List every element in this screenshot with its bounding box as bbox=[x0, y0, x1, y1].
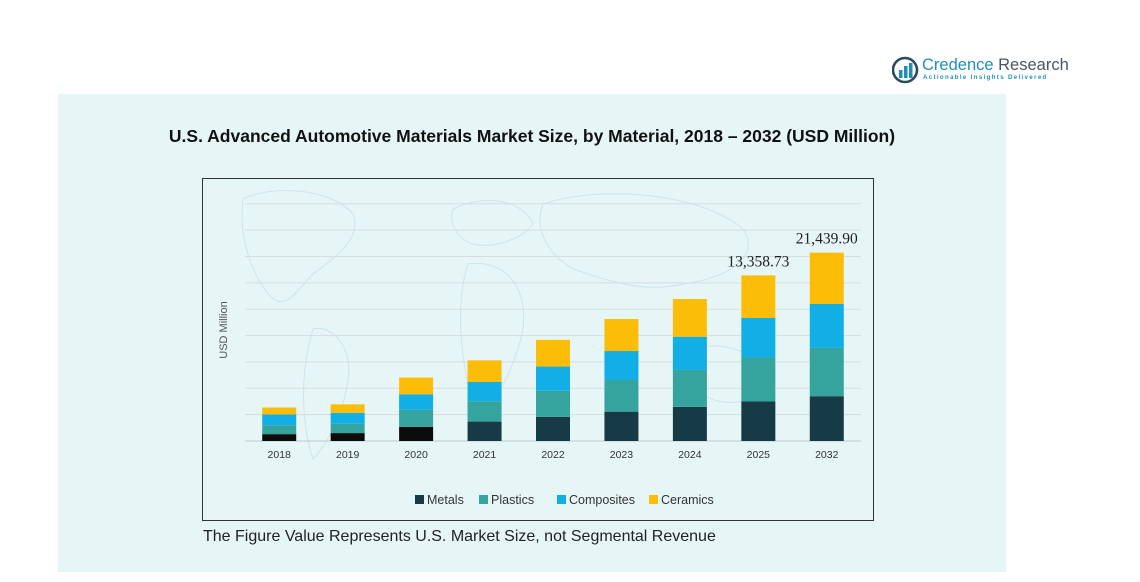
bar-composites-2024 bbox=[672, 336, 707, 370]
legend-swatch-metals bbox=[415, 495, 424, 504]
bar-ceramics-2018 bbox=[262, 407, 297, 415]
bar-plastics-2020 bbox=[399, 409, 434, 427]
bar-metals-2025 bbox=[741, 401, 776, 441]
x-tick-label: 2021 bbox=[473, 449, 497, 461]
legend-swatch-ceramics bbox=[649, 495, 658, 504]
x-tick-label: 2032 bbox=[815, 449, 839, 461]
bar-composites-2032 bbox=[809, 303, 844, 348]
bar-ceramics-2024 bbox=[672, 299, 707, 337]
bar-ceramics-2025 bbox=[741, 275, 776, 318]
brand-name-part1: Credence bbox=[922, 56, 994, 74]
bar-plastics-2021 bbox=[467, 401, 502, 422]
x-tick-label: 2018 bbox=[268, 449, 292, 461]
bar-plastics-2022 bbox=[536, 390, 570, 417]
credence-research-logo: Credence Research Actionable Insights De… bbox=[892, 56, 1082, 86]
bar-plastics-2032 bbox=[809, 347, 844, 397]
data-label-total-2025: 13,358.73 bbox=[727, 253, 789, 270]
brand-name: Credence Research bbox=[922, 56, 1069, 75]
chart-frame: USD Million 2018 2019 2020 2021 2022 2023 2024 2… bbox=[202, 178, 874, 521]
legend-entry-ceramics: Ceramics bbox=[661, 493, 714, 507]
footnote: The Figure Value Represents U.S. Market … bbox=[203, 528, 716, 545]
legend-swatch-composites bbox=[557, 495, 566, 504]
bar-plastics-2024 bbox=[672, 369, 707, 407]
bar-plastics-2019 bbox=[330, 423, 365, 434]
brand-tagline: Actionable Insights Delivered bbox=[923, 75, 1048, 81]
x-tick-label: 2020 bbox=[404, 449, 428, 461]
bar-plastics-2025 bbox=[741, 357, 776, 402]
bar-ceramics-2023 bbox=[604, 319, 639, 352]
map-continent-outline bbox=[241, 190, 356, 302]
map-continent-outline bbox=[451, 200, 534, 246]
bar-metals-2020 bbox=[399, 426, 434, 441]
map-continent-outline bbox=[539, 193, 749, 288]
logo-mark-icon bbox=[892, 56, 919, 84]
bar-plastics-2018 bbox=[262, 425, 297, 435]
legend-entry-plastics: Plastics bbox=[491, 493, 534, 507]
x-tick-label: 2025 bbox=[747, 449, 771, 461]
bar-composites-2019 bbox=[330, 412, 365, 424]
bar-ceramics-2020 bbox=[399, 377, 434, 395]
x-tick-label: 2024 bbox=[678, 449, 702, 461]
brand-name-part2: Research bbox=[993, 56, 1069, 74]
bar-metals-2023 bbox=[604, 411, 639, 441]
bar-metals-2019 bbox=[330, 433, 365, 441]
data-label-total-2032: 21,439.90 bbox=[796, 231, 858, 248]
legend-entry-composites: Composites bbox=[569, 493, 635, 507]
bar-metals-2022 bbox=[536, 416, 570, 441]
bar-composites-2025 bbox=[741, 318, 776, 358]
bar-metals-2018 bbox=[262, 434, 297, 441]
bar-metals-2032 bbox=[809, 396, 844, 441]
bar-composites-2023 bbox=[604, 351, 639, 381]
bar-ceramics-2021 bbox=[467, 360, 502, 382]
chart-title: U.S. Advanced Automotive Materials Marke… bbox=[168, 126, 896, 146]
legend-swatch-plastics bbox=[479, 495, 488, 504]
chart-panel bbox=[58, 94, 1006, 572]
bar-ceramics-2022 bbox=[536, 339, 570, 367]
bar-metals-2024 bbox=[672, 406, 707, 441]
legend-entry-metals: Metals bbox=[427, 493, 464, 507]
stacked-bar-chart: USD Million 2018 2019 2020 2021 2022 2023 2024 2… bbox=[218, 190, 861, 507]
bar-ceramics-2032 bbox=[809, 252, 844, 304]
bar-composites-2021 bbox=[467, 381, 502, 402]
bar-ceramics-2019 bbox=[330, 404, 365, 413]
bar-plastics-2023 bbox=[604, 380, 639, 412]
bar-metals-2021 bbox=[467, 421, 502, 441]
y-axis-label: USD Million bbox=[218, 301, 230, 358]
x-tick-label: 2022 bbox=[541, 449, 565, 461]
bar-composites-2022 bbox=[536, 366, 570, 391]
x-tick-label: 2023 bbox=[610, 449, 634, 461]
map-continent-outline bbox=[303, 327, 350, 460]
x-tick-label: 2019 bbox=[336, 449, 360, 461]
bar-composites-2018 bbox=[262, 414, 297, 426]
bar-composites-2020 bbox=[399, 394, 434, 410]
